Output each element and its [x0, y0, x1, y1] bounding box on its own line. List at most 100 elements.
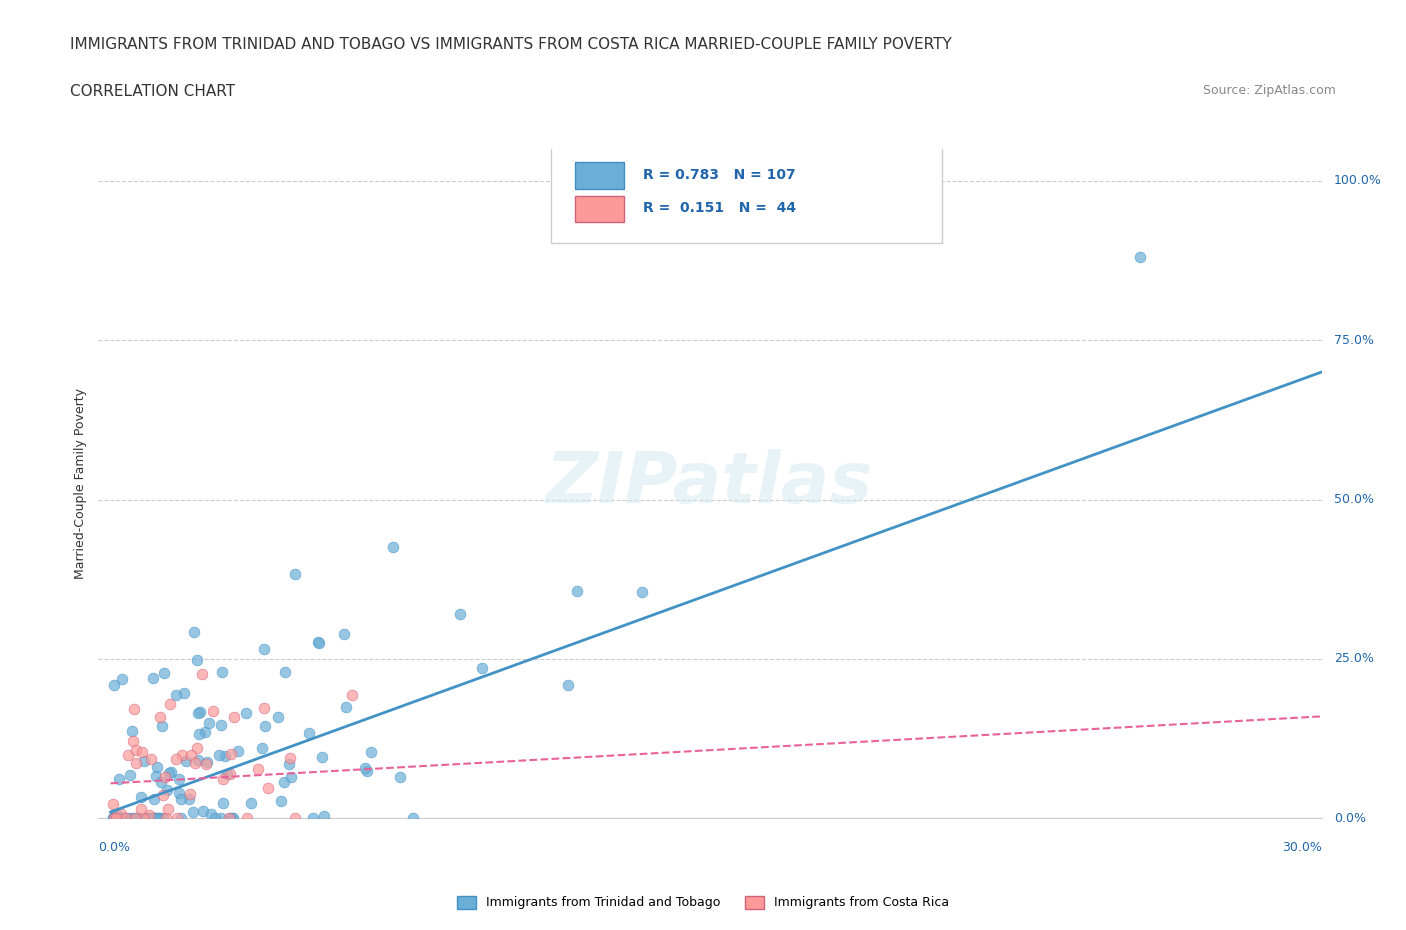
- Immigrants from Costa Rica: [157, 802, 180, 817]
- Immigrants from Trinidad and Tobago: [278, 757, 301, 772]
- Immigrants from Trinidad and Tobago: [111, 811, 134, 826]
- Text: 75.0%: 75.0%: [1334, 334, 1374, 347]
- Y-axis label: Married-Couple Family Poverty: Married-Couple Family Poverty: [75, 388, 87, 579]
- Immigrants from Costa Rica: [105, 811, 128, 826]
- Immigrants from Trinidad and Tobago: [314, 808, 336, 823]
- Immigrants from Trinidad and Tobago: [136, 811, 159, 826]
- Immigrants from Trinidad and Tobago: [107, 811, 129, 826]
- Immigrants from Trinidad and Tobago: [195, 755, 218, 770]
- Immigrants from Costa Rica: [124, 702, 146, 717]
- Immigrants from Costa Rica: [180, 747, 202, 762]
- Immigrants from Trinidad and Tobago: [267, 710, 290, 724]
- Immigrants from Costa Rica: [222, 710, 245, 724]
- Immigrants from Trinidad and Tobago: [186, 653, 208, 668]
- Immigrants from Costa Rica: [166, 811, 188, 826]
- Bar: [575, 162, 624, 189]
- Immigrants from Trinidad and Tobago: [298, 725, 321, 740]
- Immigrants from Trinidad and Tobago: [200, 806, 222, 821]
- Immigrants from Costa Rica: [201, 703, 224, 718]
- Immigrants from Trinidad and Tobago: [149, 775, 172, 790]
- Legend: Immigrants from Trinidad and Tobago, Immigrants from Costa Rica: Immigrants from Trinidad and Tobago, Imm…: [451, 891, 955, 914]
- Immigrants from Trinidad and Tobago: [111, 811, 134, 826]
- Immigrants from Trinidad and Tobago: [121, 724, 143, 738]
- Immigrants from Trinidad and Tobago: [173, 685, 195, 700]
- Text: 50.0%: 50.0%: [1334, 493, 1374, 506]
- Immigrants from Trinidad and Tobago: [239, 796, 262, 811]
- Immigrants from Trinidad and Tobago: [360, 744, 382, 759]
- Immigrants from Trinidad and Tobago: [356, 764, 378, 778]
- Immigrants from Costa Rica: [218, 811, 240, 826]
- Immigrants from Trinidad and Tobago: [152, 811, 174, 826]
- Immigrants from Trinidad and Tobago: [302, 811, 325, 826]
- Immigrants from Trinidad and Tobago: [214, 748, 236, 763]
- Immigrants from Trinidad and Tobago: [274, 664, 297, 679]
- Immigrants from Trinidad and Tobago: [177, 791, 200, 806]
- Immigrants from Trinidad and Tobago: [165, 687, 187, 702]
- Immigrants from Trinidad and Tobago: [221, 811, 243, 826]
- Immigrants from Trinidad and Tobago: [132, 753, 155, 768]
- Immigrants from Costa Rica: [115, 811, 138, 826]
- Immigrants from Costa Rica: [155, 770, 177, 785]
- Immigrants from Costa Rica: [165, 751, 187, 766]
- Immigrants from Trinidad and Tobago: [170, 791, 193, 806]
- Immigrants from Costa Rica: [179, 786, 201, 801]
- Immigrants from Costa Rica: [247, 762, 270, 777]
- Immigrants from Trinidad and Tobago: [103, 678, 125, 693]
- Immigrants from Costa Rica: [236, 811, 259, 826]
- Immigrants from Trinidad and Tobago: [114, 811, 136, 826]
- Immigrants from Trinidad and Tobago: [142, 811, 165, 826]
- Immigrants from Trinidad and Tobago: [1129, 250, 1152, 265]
- Immigrants from Trinidad and Tobago: [273, 775, 295, 790]
- Immigrants from Costa Rica: [149, 710, 172, 724]
- Immigrants from Trinidad and Tobago: [402, 811, 425, 826]
- Immigrants from Trinidad and Tobago: [211, 665, 233, 680]
- Immigrants from Trinidad and Tobago: [308, 635, 330, 650]
- Immigrants from Trinidad and Tobago: [188, 727, 211, 742]
- Immigrants from Trinidad and Tobago: [194, 724, 217, 739]
- Immigrants from Trinidad and Tobago: [567, 583, 589, 598]
- Text: Source: ZipAtlas.com: Source: ZipAtlas.com: [1202, 84, 1336, 97]
- Immigrants from Trinidad and Tobago: [122, 811, 145, 826]
- Immigrants from Trinidad and Tobago: [354, 760, 377, 775]
- Text: 100.0%: 100.0%: [1334, 174, 1382, 187]
- Immigrants from Trinidad and Tobago: [187, 753, 209, 768]
- Immigrants from Trinidad and Tobago: [120, 768, 142, 783]
- Immigrants from Costa Rica: [121, 734, 143, 749]
- Immigrants from Trinidad and Tobago: [105, 807, 128, 822]
- Immigrants from Trinidad and Tobago: [141, 811, 163, 826]
- Immigrants from Trinidad and Tobago: [169, 785, 191, 800]
- Immigrants from Trinidad and Tobago: [188, 704, 211, 719]
- Immigrants from Costa Rica: [132, 811, 155, 826]
- Text: R =  0.151   N =  44: R = 0.151 N = 44: [643, 202, 796, 216]
- Immigrants from Trinidad and Tobago: [209, 717, 232, 732]
- Immigrants from Costa Rica: [125, 755, 148, 770]
- Immigrants from Costa Rica: [184, 755, 207, 770]
- Immigrants from Costa Rica: [218, 766, 240, 781]
- Immigrants from Trinidad and Tobago: [389, 769, 412, 784]
- Immigrants from Trinidad and Tobago: [127, 811, 149, 826]
- Immigrants from Trinidad and Tobago: [253, 642, 276, 657]
- Bar: [575, 195, 624, 222]
- Immigrants from Trinidad and Tobago: [135, 811, 157, 826]
- Immigrants from Trinidad and Tobago: [143, 811, 166, 826]
- Immigrants from Costa Rica: [125, 742, 148, 757]
- Immigrants from Trinidad and Tobago: [153, 666, 176, 681]
- Immigrants from Trinidad and Tobago: [170, 811, 193, 826]
- Immigrants from Trinidad and Tobago: [150, 718, 173, 733]
- Immigrants from Costa Rica: [212, 772, 235, 787]
- Immigrants from Costa Rica: [172, 748, 194, 763]
- Immigrants from Trinidad and Tobago: [110, 811, 132, 826]
- Immigrants from Trinidad and Tobago: [198, 715, 221, 730]
- Immigrants from Trinidad and Tobago: [127, 811, 149, 826]
- Immigrants from Trinidad and Tobago: [252, 740, 274, 755]
- Immigrants from Costa Rica: [138, 807, 160, 822]
- Immigrants from Trinidad and Tobago: [142, 791, 165, 806]
- Immigrants from Trinidad and Tobago: [449, 606, 471, 621]
- Immigrants from Costa Rica: [129, 802, 152, 817]
- Immigrants from Trinidad and Tobago: [471, 660, 494, 675]
- Immigrants from Trinidad and Tobago: [631, 585, 654, 600]
- FancyBboxPatch shape: [551, 142, 942, 243]
- Immigrants from Trinidad and Tobago: [270, 794, 292, 809]
- Immigrants from Trinidad and Tobago: [145, 769, 167, 784]
- Immigrants from Trinidad and Tobago: [104, 811, 127, 826]
